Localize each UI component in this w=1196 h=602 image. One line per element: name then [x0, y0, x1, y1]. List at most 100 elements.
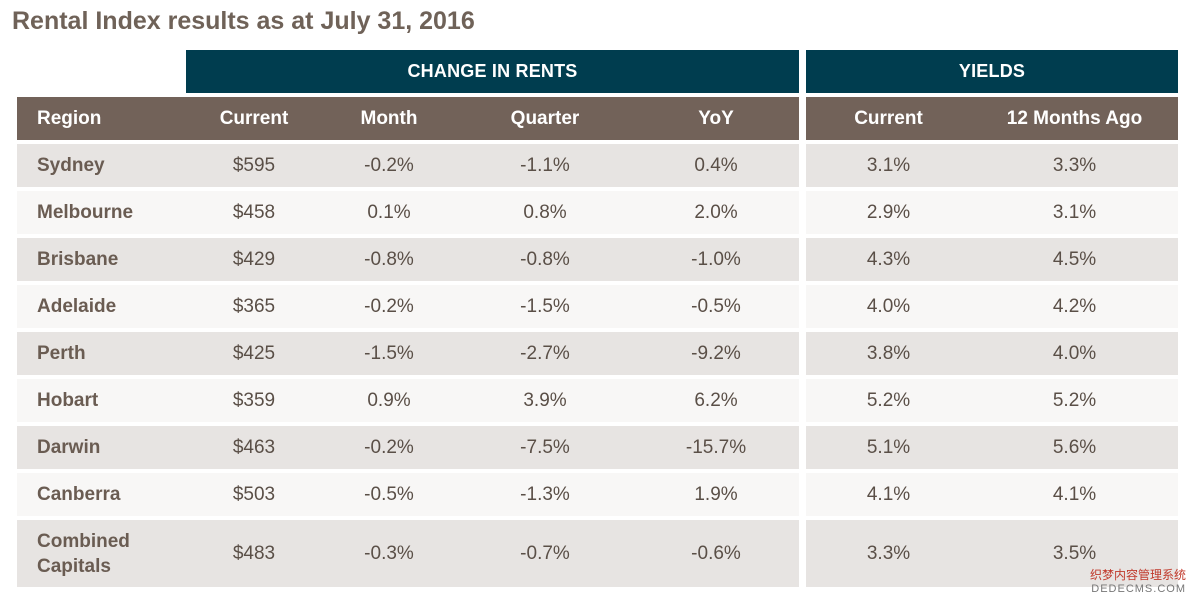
yield-12-months-ago-cell: 4.5% [1052, 248, 1097, 270]
yield-current-cell: 5.1% [866, 436, 911, 458]
yoy-change-cell: 1.9% [694, 483, 738, 505]
region-cell: Adelaide [37, 296, 117, 317]
row-background-right [806, 238, 1178, 281]
yoy-change-cell: -1.0% [691, 248, 741, 270]
table-header-row: Region Current Month Quarter YoY Current… [17, 97, 1178, 140]
page-title: Rental Index results as at July 31, 2016 [12, 7, 475, 35]
table-row: Sydney $595 -0.2% -1.1% 0.4% 3.1% 3.3% [17, 144, 1178, 187]
rental-index-table: Region Current Month Quarter YoY Current… [17, 97, 1178, 591]
row-background-right [806, 473, 1178, 516]
column-header-month: Month [360, 107, 418, 129]
yoy-change-cell: -9.2% [691, 342, 741, 364]
header-block-yields [806, 97, 1178, 140]
row-background-left [17, 285, 799, 328]
month-change-cell: 0.1% [367, 201, 411, 223]
yield-current-cell: 4.0% [866, 295, 911, 317]
yoy-change-cell: 0.4% [694, 154, 738, 176]
row-background-left [17, 238, 799, 281]
region-cell: Melbourne [37, 202, 134, 223]
region-cell: Canberra [37, 484, 121, 505]
table-row: Perth $425 -1.5% -2.7% -9.2% 3.8% 4.0% [17, 332, 1178, 375]
row-background-left [17, 520, 799, 587]
yield-current-cell: 3.3% [866, 542, 911, 564]
table-row: Brisbane $429 -0.8% -0.8% -1.0% 4.3% 4.5% [17, 238, 1178, 281]
current-rent-cell: $359 [232, 389, 276, 411]
row-background-right [806, 285, 1178, 328]
row-background-left [17, 144, 799, 187]
column-header-region: Region [37, 108, 102, 129]
row-background-right [806, 332, 1178, 375]
row-background-left [17, 426, 799, 469]
region-cell: Brisbane [37, 249, 119, 270]
watermark: 织梦内容管理系统 DEDECMS.COM [1090, 568, 1186, 596]
yield-current-cell: 3.1% [866, 154, 911, 176]
row-background-left [17, 473, 799, 516]
quarter-change-cell: 3.9% [523, 389, 567, 411]
table-row: Darwin $463 -0.2% -7.5% -15.7% 5.1% 5.6% [17, 426, 1178, 469]
row-background-left [17, 379, 799, 422]
row-background-left [17, 191, 799, 234]
yield-12-months-ago-cell: 3.5% [1052, 542, 1097, 564]
yoy-change-cell: -0.6% [691, 542, 741, 564]
table-row: Combined Capitals $483 -0.3% -0.7% -0.6% 3.3%… [17, 520, 1178, 587]
row-background-right [806, 191, 1178, 234]
table-row: Melbourne $458 0.1% 0.8% 2.0% 2.9% 3.1% [17, 191, 1178, 234]
table-row: Adelaide $365 -0.2% -1.5% -0.5% 4.0% 4.2% [17, 285, 1178, 328]
row-background-right [806, 520, 1178, 587]
quarter-change-cell: -0.8% [520, 248, 570, 270]
table-row: Hobart $359 0.9% 3.9% 6.2% 5.2% 5.2% [17, 379, 1178, 422]
change-in-rents-header: CHANGE IN RENTS [186, 50, 799, 93]
current-rent-cell: $503 [232, 483, 276, 505]
region-cell: Perth [37, 343, 86, 364]
column-header-yield-12-months-ago: 12 Months Ago [1006, 107, 1143, 129]
row-background-left [17, 332, 799, 375]
yoy-change-cell: -0.5% [691, 295, 741, 317]
month-change-cell: -0.2% [364, 295, 414, 317]
quarter-change-cell: -1.1% [520, 154, 570, 176]
month-change-cell: -0.2% [364, 154, 414, 176]
watermark-line-2: DEDECMS.COM [1091, 583, 1186, 595]
month-change-cell: -0.5% [364, 483, 414, 505]
yield-12-months-ago-cell: 4.2% [1052, 295, 1097, 317]
current-rent-cell: $365 [232, 295, 276, 317]
table-row: Canberra $503 -0.5% -1.3% 1.9% 4.1% 4.1% [17, 473, 1178, 516]
region-cell: Hobart [37, 390, 99, 411]
column-header-yoy: YoY [698, 107, 734, 129]
region-cell: Darwin [37, 437, 101, 458]
yoy-change-cell: 2.0% [694, 201, 738, 223]
column-header-quarter: Quarter [510, 107, 580, 129]
row-background-right [806, 426, 1178, 469]
header-block-rents [17, 97, 799, 140]
month-change-cell: 0.9% [367, 389, 411, 411]
quarter-change-cell: -7.5% [520, 436, 570, 458]
yield-current-cell: 5.2% [866, 389, 911, 411]
yield-current-cell: 2.9% [866, 201, 911, 223]
quarter-change-cell: -1.5% [520, 295, 570, 317]
month-change-cell: -0.8% [364, 248, 414, 270]
yields-header: YIELDS [806, 50, 1178, 93]
yield-12-months-ago-cell: 3.3% [1052, 154, 1097, 176]
quarter-change-cell: -1.3% [520, 483, 570, 505]
quarter-change-cell: 0.8% [523, 201, 567, 223]
table-body: Sydney $595 -0.2% -1.1% 0.4% 3.1% 3.3% Melbourn… [17, 144, 1178, 587]
row-background-right [806, 379, 1178, 422]
row-background-right [806, 144, 1178, 187]
yoy-change-cell: -15.7% [685, 436, 747, 458]
month-change-cell: -0.2% [364, 436, 414, 458]
month-change-cell: -0.3% [364, 542, 414, 564]
current-rent-cell: $429 [232, 248, 276, 270]
yield-12-months-ago-cell: 3.1% [1052, 201, 1097, 223]
yield-12-months-ago-cell: 5.6% [1052, 436, 1097, 458]
yoy-change-cell: 6.2% [694, 389, 738, 411]
current-rent-cell: $425 [232, 342, 276, 364]
quarter-change-cell: -2.7% [520, 342, 570, 364]
yield-12-months-ago-cell: 4.1% [1052, 483, 1097, 505]
column-header-yield-current: Current [854, 107, 923, 129]
current-rent-cell: $463 [232, 436, 276, 458]
current-rent-cell: $458 [232, 201, 276, 223]
watermark-line-1: 织梦内容管理系统 [1089, 568, 1186, 582]
quarter-change-cell: -0.7% [520, 542, 570, 564]
yield-12-months-ago-cell: 5.2% [1052, 389, 1097, 411]
yield-current-cell: 4.1% [866, 483, 911, 505]
column-header-current: Current [219, 107, 289, 129]
